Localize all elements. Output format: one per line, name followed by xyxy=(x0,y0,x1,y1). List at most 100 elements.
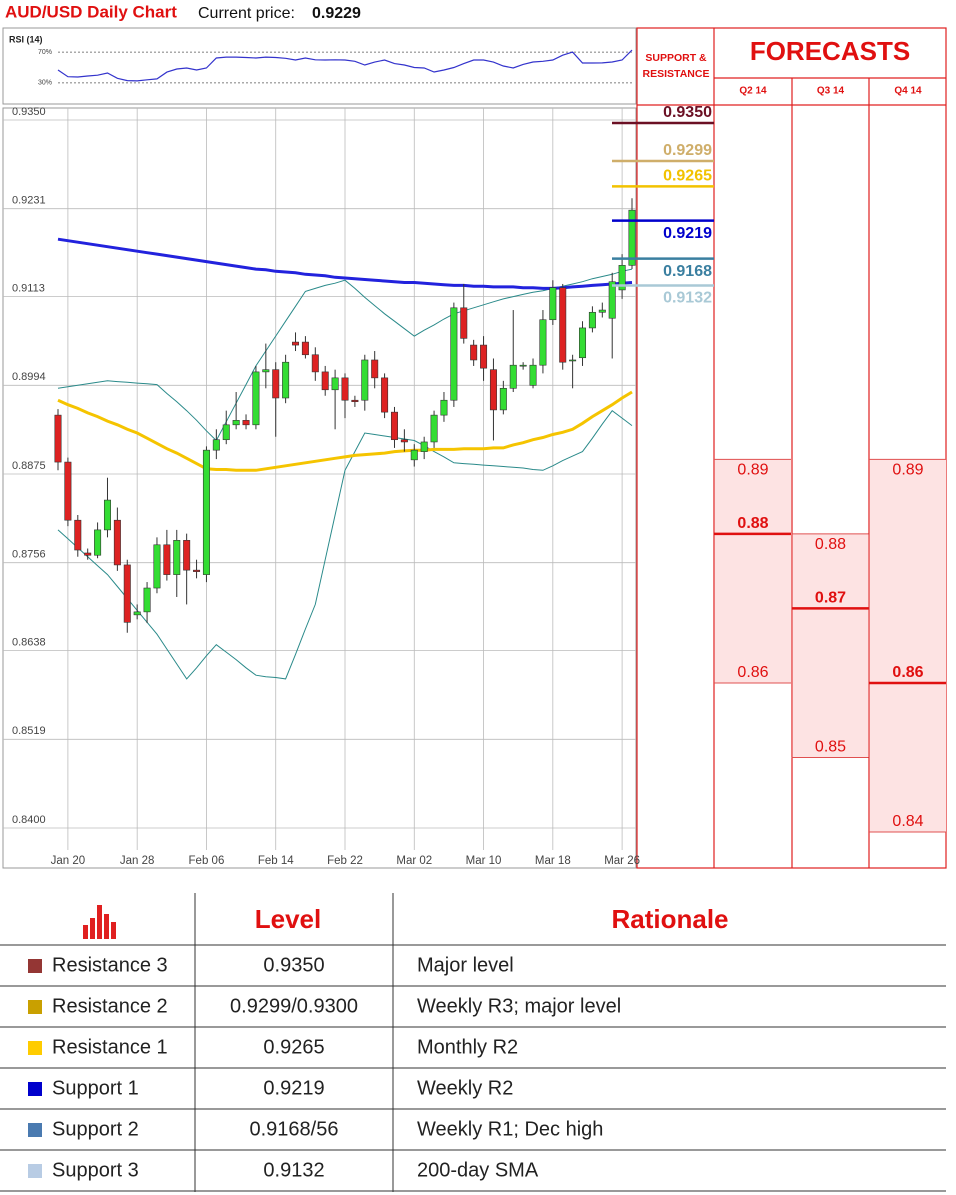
candle-body xyxy=(94,529,102,556)
candle-body xyxy=(410,449,418,461)
forecast-mid-label: 0.87 xyxy=(815,590,846,607)
y-tick-label: 0.8638 xyxy=(12,637,46,649)
candle-body xyxy=(173,540,181,575)
quarter-label: Q2 14 xyxy=(739,86,767,97)
row-level: 0.9350 xyxy=(263,954,324,976)
overlay-line xyxy=(57,390,633,472)
y-tick-label: 0.8875 xyxy=(12,460,46,472)
table-header: Rationale xyxy=(611,904,728,934)
forecast-range xyxy=(792,533,869,758)
candle-body xyxy=(202,449,210,575)
candle-body xyxy=(351,399,359,403)
row-rationale: Weekly R1; Dec high xyxy=(417,1118,603,1140)
candle-body xyxy=(54,414,62,463)
x-tick-label: Mar 18 xyxy=(535,855,571,867)
forecast-mid-label: 0.88 xyxy=(737,515,768,532)
row-level: 0.9168/56 xyxy=(250,1118,339,1140)
candle-body xyxy=(549,287,557,321)
candle-body xyxy=(103,499,111,531)
row-name: Resistance 1 xyxy=(52,1036,168,1058)
row-name: Support 1 xyxy=(52,1077,139,1099)
x-tick-label: Feb 14 xyxy=(258,855,294,867)
x-tick-label: Jan 20 xyxy=(51,855,86,867)
forecast-low-label: 0.86 xyxy=(737,664,768,681)
row-name: Support 3 xyxy=(52,1159,139,1181)
forecast-frame xyxy=(636,27,947,869)
row-rationale: Weekly R3; major level xyxy=(417,995,621,1017)
overlay-line xyxy=(57,268,633,442)
forecast-range xyxy=(870,459,946,832)
y-tick-label: 0.8400 xyxy=(12,814,46,826)
candle-body xyxy=(193,569,201,572)
level-label: 0.9132 xyxy=(663,290,712,307)
rsi-line xyxy=(57,49,633,82)
candle-body xyxy=(143,587,151,613)
candle-body xyxy=(430,414,438,443)
table-icon xyxy=(83,905,116,939)
candle-body xyxy=(183,540,191,571)
row-swatch xyxy=(28,1041,42,1055)
candle-body xyxy=(450,307,458,401)
row-swatch xyxy=(28,1164,42,1178)
row-name: Resistance 3 xyxy=(52,954,168,976)
candle-body xyxy=(282,361,290,399)
y-tick-label: 0.8519 xyxy=(12,725,46,737)
plot-frame xyxy=(2,107,637,869)
candle-body xyxy=(74,519,82,551)
candle-body xyxy=(113,519,121,566)
candle-body xyxy=(529,364,537,386)
forecast-mid-label: 0.86 xyxy=(892,664,923,681)
forecast-high-label: 0.89 xyxy=(737,462,768,479)
current-price: 0.9229 xyxy=(312,5,361,22)
row-level: 0.9132 xyxy=(263,1159,324,1181)
candle-body xyxy=(321,371,329,391)
rsi-title: RSI (14) xyxy=(9,34,43,44)
candle-body xyxy=(588,311,596,329)
x-tick-label: Feb 06 xyxy=(189,855,225,867)
level-label: 0.9350 xyxy=(663,104,712,121)
candle-body xyxy=(64,461,72,521)
row-swatch xyxy=(28,1082,42,1096)
candle-body xyxy=(608,281,616,319)
x-tick-label: Mar 26 xyxy=(604,855,640,867)
forecast-low-label: 0.85 xyxy=(815,739,846,756)
candle-body xyxy=(361,359,369,401)
candle-body xyxy=(242,420,250,426)
x-tick-label: Jan 28 xyxy=(120,855,155,867)
candle-body xyxy=(341,377,349,401)
row-name: Support 2 xyxy=(52,1118,139,1140)
candle-body xyxy=(440,399,448,416)
y-tick-label: 30% xyxy=(38,80,52,87)
candle-body xyxy=(579,327,587,359)
y-tick-label: 0.8994 xyxy=(12,371,46,383)
candle-body xyxy=(123,564,131,623)
candle-body xyxy=(569,359,577,362)
candle-body xyxy=(133,611,141,616)
candle-body xyxy=(519,364,527,367)
candle-body xyxy=(499,387,507,411)
level-label: 0.9265 xyxy=(663,168,712,185)
candle-body xyxy=(272,369,280,399)
candle-body xyxy=(311,354,319,373)
row-rationale: 200-day SMA xyxy=(417,1159,539,1181)
candle-body xyxy=(539,319,547,366)
y-tick-label: 70% xyxy=(38,49,52,56)
row-swatch xyxy=(28,1123,42,1137)
candle-body xyxy=(559,287,567,363)
level-label: 0.9168 xyxy=(663,263,712,280)
level-label: 0.9299 xyxy=(663,142,712,159)
candle-body xyxy=(628,209,636,266)
row-rationale: Weekly R2 xyxy=(417,1077,513,1099)
y-tick-label: 0.8756 xyxy=(12,549,46,561)
candle-body xyxy=(301,341,309,356)
row-name: Resistance 2 xyxy=(52,995,168,1017)
candle-body xyxy=(371,359,379,379)
candle-body xyxy=(153,544,161,589)
quarter-label: Q3 14 xyxy=(817,86,845,97)
price-label: Current price: xyxy=(198,5,295,22)
x-tick-label: Feb 22 xyxy=(327,855,363,867)
row-swatch xyxy=(28,1000,42,1014)
level-label: 0.9219 xyxy=(663,225,712,242)
